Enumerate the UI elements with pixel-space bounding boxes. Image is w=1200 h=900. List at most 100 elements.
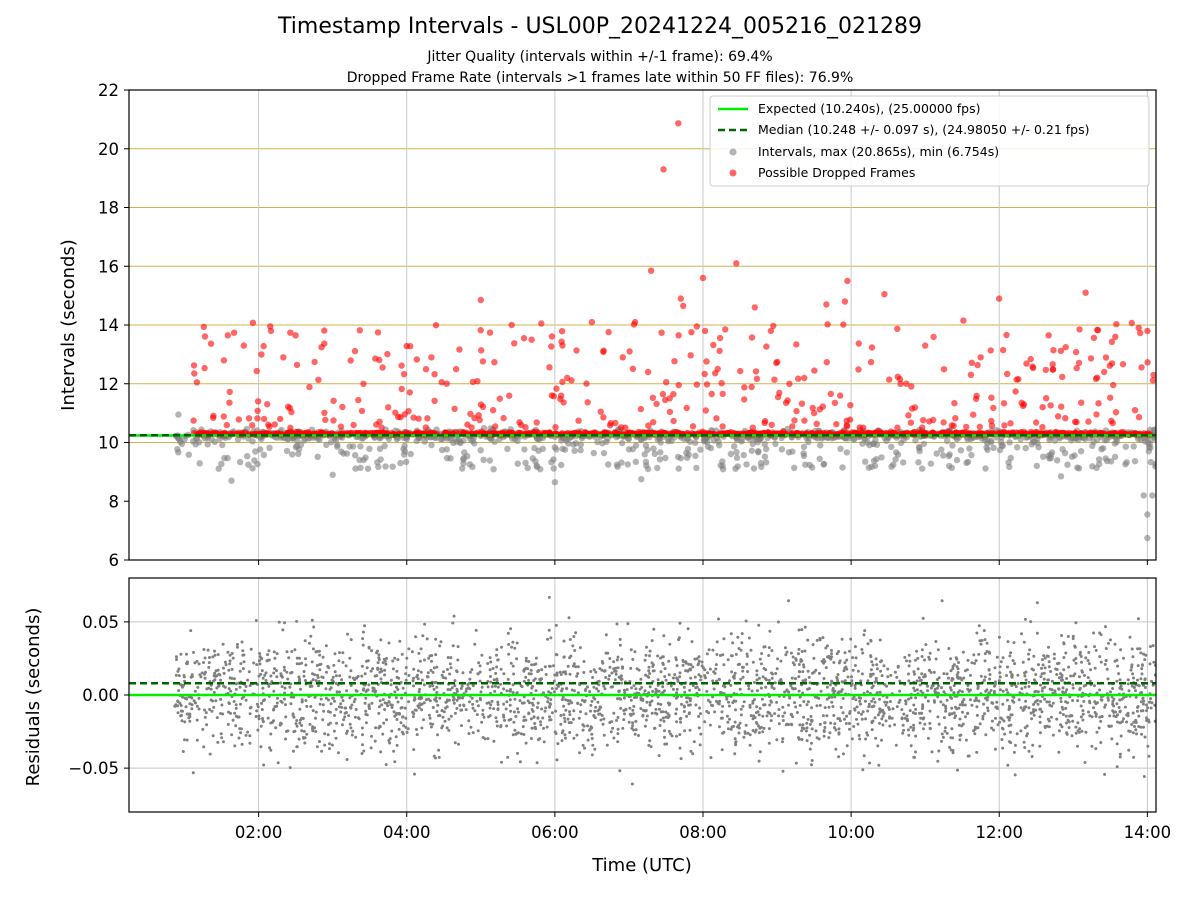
residual-point <box>478 670 482 674</box>
residual-point <box>241 649 245 653</box>
residual-point <box>195 704 199 708</box>
residual-point <box>1065 677 1069 680</box>
residual-point <box>1012 700 1016 704</box>
dropped-point <box>235 416 242 423</box>
dropped-point <box>1082 289 1089 296</box>
residual-point <box>383 659 387 663</box>
residual-point <box>234 687 238 691</box>
residual-point <box>212 705 216 709</box>
residual-point <box>720 710 724 714</box>
residual-point <box>874 679 878 683</box>
dropped-point <box>1050 347 1057 354</box>
dropped-point <box>963 423 970 431</box>
residual-point <box>941 735 945 739</box>
residual-point <box>311 678 315 682</box>
residual-point <box>518 760 522 764</box>
residual-point <box>991 701 995 705</box>
residual-point <box>460 724 463 728</box>
residual-point <box>429 725 433 729</box>
residual-point <box>1130 663 1134 667</box>
residual-point <box>486 737 490 741</box>
residual-point <box>431 706 435 709</box>
residual-point <box>1030 755 1034 758</box>
residual-point <box>912 723 916 727</box>
residual-point <box>563 720 567 723</box>
residual-point <box>367 683 371 687</box>
residual-point <box>460 684 464 688</box>
residual-point <box>1122 696 1126 700</box>
residual-point <box>405 656 409 660</box>
residual-point <box>762 703 766 707</box>
residual-point <box>176 711 180 715</box>
dropped-point <box>1039 404 1046 411</box>
interval-point <box>963 459 970 467</box>
dropped-point <box>987 347 994 354</box>
residual-point <box>960 678 964 682</box>
residual-point <box>342 718 346 722</box>
residual-point <box>1127 748 1131 752</box>
residual-point <box>595 687 599 691</box>
residual-point <box>516 707 520 711</box>
residual-point <box>929 671 933 674</box>
residual-point <box>645 645 648 649</box>
residual-point <box>811 671 814 675</box>
residual-point <box>220 736 224 740</box>
residual-point <box>530 726 534 730</box>
dropped-point <box>988 394 995 401</box>
residual-point <box>1032 703 1035 706</box>
residual-point <box>803 625 807 629</box>
residual-point <box>721 704 725 708</box>
interval-point <box>1111 453 1119 461</box>
interval-point <box>215 465 222 472</box>
dropped-point <box>350 421 357 429</box>
residual-point <box>273 656 277 660</box>
residual-point <box>919 716 923 720</box>
residual-point <box>1080 660 1083 664</box>
residual-point <box>864 737 868 741</box>
dropped-point <box>267 327 275 335</box>
interval-point <box>809 464 816 471</box>
residual-point <box>555 671 559 675</box>
residual-point <box>422 683 426 687</box>
residual-point <box>798 723 802 727</box>
dropped-point <box>538 320 545 327</box>
residual-point <box>835 652 839 656</box>
residual-point <box>907 697 910 701</box>
residual-point <box>179 709 183 713</box>
dropped-point <box>1090 334 1098 341</box>
interval-point <box>228 477 235 484</box>
residual-point <box>1041 663 1045 667</box>
residual-point <box>579 703 583 707</box>
residual-point <box>383 668 387 672</box>
dropped-point <box>583 380 590 387</box>
residual-point <box>333 699 336 703</box>
residual-point <box>1092 706 1095 710</box>
residual-point <box>675 691 679 695</box>
residual-point <box>548 718 552 722</box>
residual-point <box>1064 651 1068 655</box>
interval-point <box>740 451 747 459</box>
dropped-point <box>653 400 660 408</box>
residual-point <box>664 678 668 682</box>
residual-point <box>202 648 206 651</box>
residual-point <box>683 729 687 733</box>
residual-point <box>769 700 773 704</box>
interval-point <box>919 465 926 472</box>
residual-point <box>515 691 519 695</box>
residual-point <box>436 733 439 737</box>
residual-point <box>920 655 924 658</box>
residual-point <box>832 661 836 664</box>
dropped-point <box>773 359 780 367</box>
dropped-point <box>960 317 967 324</box>
residual-point <box>560 698 564 702</box>
interval-point <box>561 446 569 453</box>
intervals-ytick-label: 8 <box>109 492 120 511</box>
residual-point <box>1131 711 1135 715</box>
residual-point <box>459 687 463 690</box>
residual-point <box>571 644 575 648</box>
residual-point <box>969 673 972 677</box>
residual-point <box>659 670 663 674</box>
residual-point <box>527 712 531 716</box>
residual-point <box>367 703 371 707</box>
dropped-point <box>200 323 207 330</box>
